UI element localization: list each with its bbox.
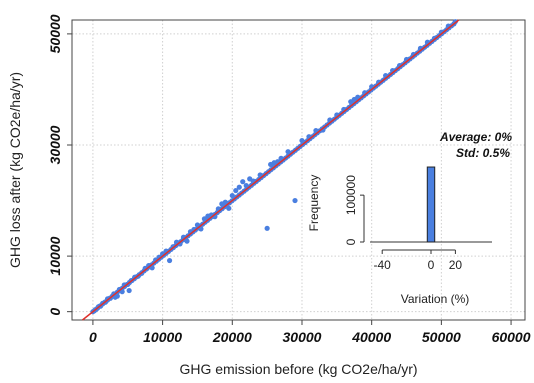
y-axis-ticks: 0 10000 30000 50000 (47, 14, 72, 316)
data-point (313, 127, 319, 134)
inset-y-ticks: 0 100000 (344, 175, 364, 245)
data-point (166, 257, 173, 264)
data-point (236, 184, 242, 190)
y-tick-label: 0 (47, 308, 63, 316)
data-point (114, 293, 120, 299)
inset-x-tick-label: 20 (449, 258, 463, 272)
inset-x-label: Variation (%) (401, 292, 469, 306)
grid (72, 20, 525, 320)
inset-average-annotation: Average: 0% (439, 130, 512, 144)
data-point (198, 226, 204, 232)
data-point (233, 187, 239, 194)
inset-bar (426, 166, 436, 243)
x-tick-label: 20000 (212, 329, 252, 345)
y-tick-label: 10000 (47, 236, 63, 275)
x-axis-ticks: 0 10000 20000 30000 40000 50000 60000 (89, 320, 531, 345)
data-point (257, 172, 263, 178)
x-tick-label: 60000 (492, 329, 531, 345)
data-point (149, 265, 155, 271)
data-point (229, 192, 235, 199)
inset-std-annotation: Std: 0.5% (456, 146, 510, 160)
inset-bars (426, 166, 436, 243)
inset-x-tick-label: -40 (374, 258, 392, 272)
x-tick-label: 40000 (351, 329, 391, 345)
data-point (184, 238, 190, 244)
inset-histogram: -40 0 20 0 100000 Variation (%) Frequency A… (307, 130, 512, 306)
inset-x-ticks: -40 0 20 (374, 249, 463, 272)
plot-border (71, 19, 526, 321)
y-tick-label: 50000 (47, 14, 63, 53)
data-point (278, 155, 284, 161)
data-point (299, 137, 305, 144)
data-point (264, 225, 270, 231)
inset-y-tick-label: 0 (344, 238, 358, 245)
reference-line (81, 19, 460, 321)
data-point (201, 216, 208, 222)
inset-y-label: Frequency (307, 175, 321, 232)
data-point (292, 197, 298, 204)
inset-x-tick-label: 0 (428, 258, 435, 272)
data-point (240, 179, 246, 185)
x-axis-label: GHG emission before (kg CO2e/ha/yr) (179, 361, 417, 377)
x-tick-label: 10000 (143, 329, 182, 345)
x-tick-label: 50000 (422, 329, 461, 345)
data-point (119, 289, 125, 295)
x-tick-label: 30000 (283, 329, 322, 345)
data-point (222, 199, 228, 205)
data-point (194, 222, 201, 228)
data-point (226, 205, 232, 211)
x-tick-label: 0 (89, 329, 97, 345)
data-point (243, 182, 249, 189)
data-point (355, 94, 361, 100)
inset-y-tick-label: 100000 (344, 175, 358, 215)
y-tick-label: 30000 (47, 125, 63, 164)
data-point (126, 287, 132, 294)
y-axis-label: GHG loss after (kg CO2e/ha/yr) (7, 72, 23, 268)
data-point (285, 149, 291, 155)
